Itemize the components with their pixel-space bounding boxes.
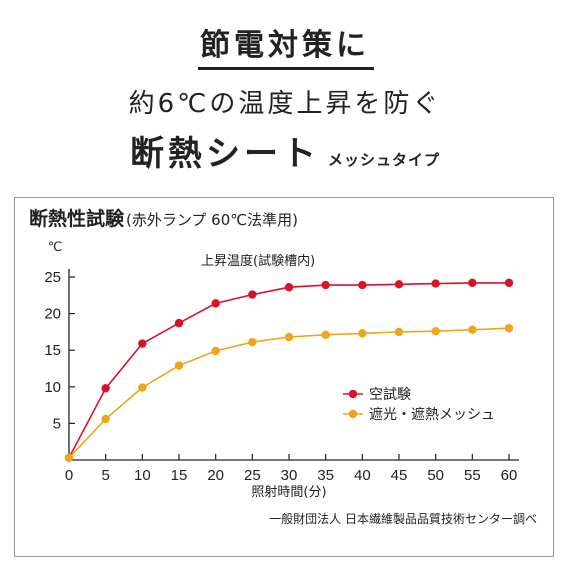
y-tick-label: 5 [53,415,61,432]
x-tick-label: 60 [501,467,518,484]
chart-labels: 0 5 10 15 20 25 30 35 40 45 50 55 60 5 10 15 20 25 ℃ 上昇温度(試… [44,240,537,526]
headline-underline [198,67,374,70]
chart-axes [68,269,519,461]
data-point-1-12 [504,324,514,333]
data-point-1-11 [468,325,477,334]
product-name-type: メッシュタイプ [327,151,440,169]
data-point-0-11 [468,278,477,288]
data-point-0-8 [358,280,367,290]
product-name-main: 断熱シート [129,134,320,174]
y-tick-label: 10 [44,379,61,396]
x-tick-label: 30 [281,467,298,484]
panel-title-main: 断熱性試験 [29,208,125,230]
x-tick-label: 35 [317,467,334,484]
x-tick-label: 40 [354,467,371,484]
data-point-0-12 [504,278,514,288]
test-panel: 断熱性試験 (赤外ランプ 60℃法準用) 0 5 10 15 20 25 30 35 40 45 50… [14,197,554,557]
y-axis-label: ℃ [48,240,63,255]
data-point-1-1 [101,414,110,424]
headline-primary: 節電対策に [200,28,370,63]
data-point-1-5 [248,337,257,347]
x-tick-label: 5 [101,467,109,484]
y-tick-label: 25 [44,269,61,286]
data-point-0-6 [284,283,294,292]
series-line-0 [68,282,509,459]
x-tick-label: 50 [427,467,444,484]
data-point-0-7 [321,280,330,290]
panel-title: 断熱性試験 (赤外ランプ 60℃法準用) [29,206,298,233]
chart-series [64,278,514,463]
data-point-0-4 [211,299,220,308]
data-point-1-3 [174,361,184,370]
data-point-0-2 [138,339,147,348]
temperature-chart: 0 5 10 15 20 25 30 35 40 45 50 55 60 5 10 15 20 25 ℃ 上昇温度(試… [44,240,537,526]
data-point-0-9 [394,280,404,289]
legend-label-1: 遮光・遮熱メッシュ [369,407,495,423]
source-note: 一般財団法人 日本繊維製品品質技術センター調べ [269,511,537,526]
y-tick-label: 15 [44,342,61,359]
y-tick-label: 20 [44,306,61,323]
legend-swatch-marker-1 [348,409,358,419]
data-point-1-0 [64,453,74,463]
x-axis-label: 照射時間(分) [251,484,326,500]
data-point-1-2 [138,383,147,392]
x-tick-label: 10 [134,467,151,484]
chart-title: 上昇温度(試験槽内) [201,253,315,269]
data-point-0-10 [431,279,440,288]
data-point-0-3 [174,318,184,328]
data-point-1-6 [284,332,294,342]
legend-label-0: 空試験 [369,387,411,403]
data-point-1-10 [431,326,440,336]
headline-secondary: 約6℃の温度上昇を防ぐ [128,89,442,119]
x-tick-label: 0 [65,467,73,484]
x-tick-label: 55 [464,467,481,484]
series-line-1 [68,327,510,459]
data-point-0-1 [101,384,110,393]
data-point-1-4 [211,346,220,356]
panel-title-sub: (赤外ランプ 60℃法準用) [126,211,298,229]
data-point-1-9 [394,327,404,337]
product-name: 断熱シート メッシュタイプ [0,134,570,180]
data-point-0-5 [248,290,257,299]
header: 節電対策に 約6℃の温度上昇を防ぐ 断熱シート メッシュタイプ [0,0,570,195]
legend-swatch-marker-0 [348,389,358,399]
data-point-1-7 [321,330,330,340]
x-tick-label: 20 [207,467,224,484]
x-tick-label: 15 [171,467,188,484]
x-tick-label: 45 [391,467,408,484]
x-tick-label: 25 [244,467,261,484]
data-point-1-8 [358,329,367,338]
